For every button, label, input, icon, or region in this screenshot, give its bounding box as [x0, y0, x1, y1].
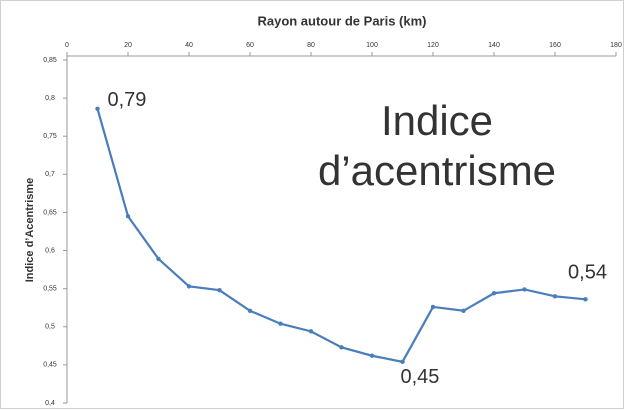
data-label: 0,79 [108, 89, 147, 111]
data-point [369, 353, 375, 358]
y-tick-label: 0,5 [45, 324, 55, 331]
y-tick-label: 0,65 [43, 209, 57, 216]
data-point [461, 308, 466, 313]
data-point [95, 106, 100, 111]
y-tick-label: 0,75 [43, 133, 57, 140]
data-point [186, 284, 192, 289]
data-point [278, 321, 283, 326]
data-point [400, 359, 405, 365]
data-point [247, 308, 253, 313]
data-point [125, 214, 131, 219]
y-tick-label: 0,55 [43, 286, 57, 293]
x-tick-label: 120 [427, 42, 439, 49]
y-tick-label: 0,45 [43, 362, 57, 369]
x-tick-label: 100 [366, 42, 378, 49]
data-point [552, 294, 558, 299]
overlay-title: d’acentrisme [318, 147, 556, 194]
y-axis-title: Indice d’Acentrisme [24, 178, 36, 283]
data-point [430, 304, 436, 310]
x-tick-label: 0 [65, 42, 69, 49]
data-point [583, 297, 588, 302]
overlay-title: Indice [381, 97, 493, 144]
x-tick-label: 20 [124, 42, 132, 49]
y-tick-label: 0,7 [45, 171, 55, 178]
data-label: 0,54 [568, 262, 607, 284]
data-point [217, 287, 222, 293]
data-point [308, 329, 314, 334]
data-label: 0,45 [401, 366, 440, 388]
data-point [491, 291, 497, 296]
x-tick-label: 160 [549, 42, 561, 49]
data-point [339, 345, 344, 350]
x-tick-label: 80 [307, 42, 315, 49]
y-tick-label: 0,6 [45, 247, 55, 254]
y-tick-label: 0,8 [45, 95, 55, 102]
x-tick-label: 140 [488, 42, 500, 49]
data-point [156, 256, 161, 262]
chart-title: Rayon autour de Paris (km) [257, 13, 426, 28]
x-tick-label: 180 [610, 42, 622, 49]
x-tick-label: 60 [246, 42, 254, 49]
data-point [522, 287, 527, 292]
x-tick-label: 40 [185, 42, 193, 49]
y-tick-label: 0,4 [45, 400, 55, 407]
y-tick-label: 0,85 [43, 57, 57, 64]
